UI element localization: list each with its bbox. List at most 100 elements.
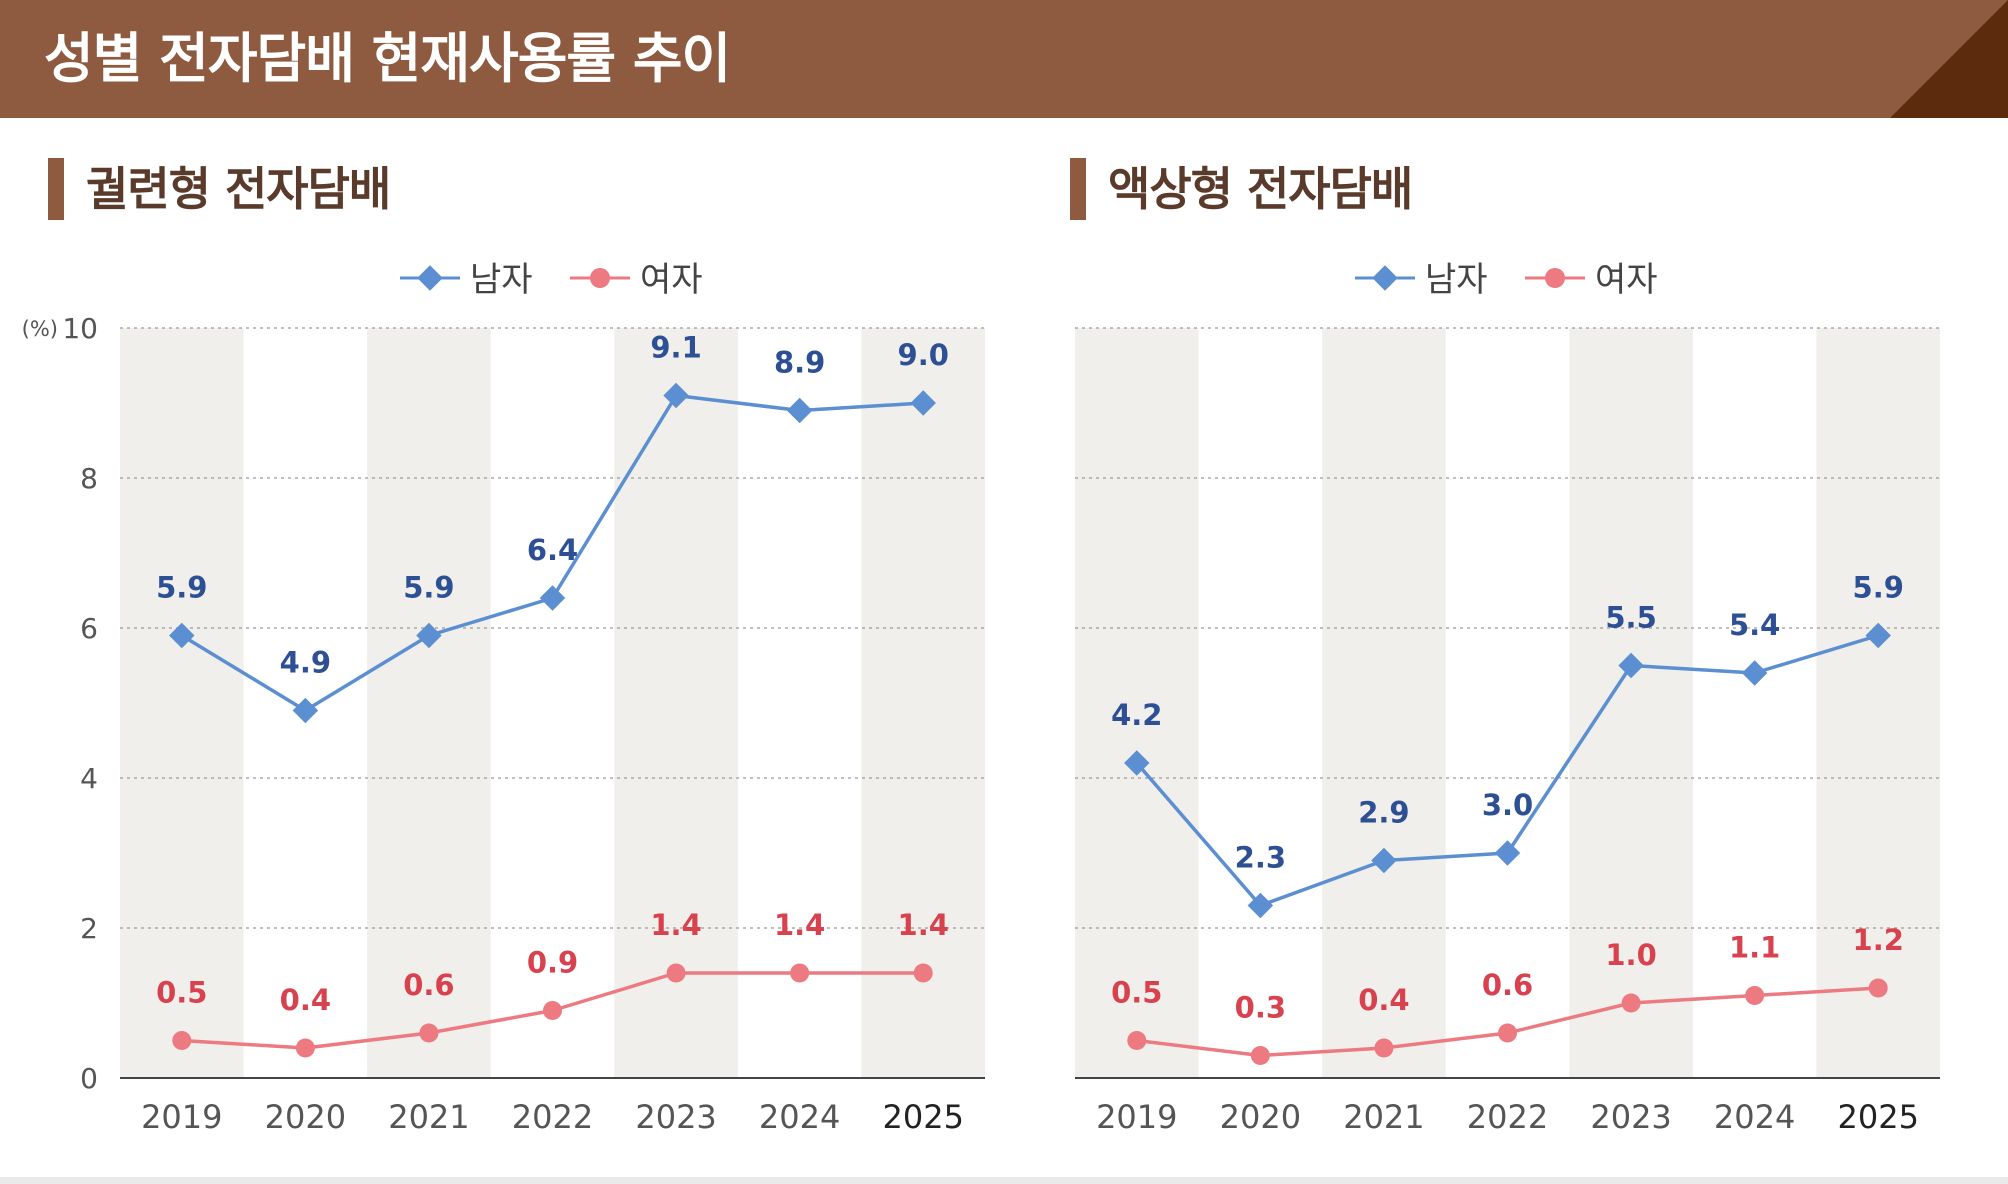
female-data-point xyxy=(1498,1023,1517,1043)
female-data-label: 1.4 xyxy=(774,908,825,942)
female-data-point xyxy=(1127,1031,1147,1050)
male-data-label: 4.9 xyxy=(280,646,331,680)
male-data-point xyxy=(292,697,319,724)
x-tick-label: 2019 xyxy=(141,1098,222,1136)
section-marker-bar xyxy=(48,158,64,220)
x-tick-label: 2024 xyxy=(759,1098,840,1136)
male-data-label: 5.4 xyxy=(1729,608,1780,642)
female-data-label: 1.1 xyxy=(1729,931,1780,965)
male-data-label: 5.9 xyxy=(403,571,454,605)
female-data-label: 0.6 xyxy=(1482,968,1533,1002)
y-tick-label: 2 xyxy=(80,912,98,945)
bottom-divider xyxy=(0,1177,2008,1184)
y-tick-label: 0 xyxy=(80,1062,98,1095)
legend-female-marker xyxy=(590,268,610,288)
female-data-point xyxy=(913,963,933,983)
section-liquid: 액상형 전자담배 xyxy=(1070,158,1413,220)
female-data-label: 0.4 xyxy=(280,983,331,1017)
male-data-label: 5.9 xyxy=(1853,571,1904,605)
male-data-label: 8.9 xyxy=(774,346,825,380)
female-data-label: 0.5 xyxy=(1111,976,1162,1010)
x-tick-label: 2021 xyxy=(1343,1098,1424,1136)
header-corner-decoration xyxy=(1890,0,2008,118)
male-data-label: 2.9 xyxy=(1358,796,1409,830)
header-banner: 성별 전자담배 현재사용률 추이 xyxy=(0,0,2008,118)
x-tick-label: 2020 xyxy=(1220,1098,1301,1136)
x-tick-label: 2023 xyxy=(635,1098,716,1136)
female-data-point xyxy=(172,1031,192,1050)
female-data-label: 1.4 xyxy=(650,908,701,942)
y-axis-unit: (%) xyxy=(22,317,58,341)
legend-male-label: 남자 xyxy=(470,260,533,300)
male-data-label: 2.3 xyxy=(1235,841,1286,875)
column-band xyxy=(120,328,244,1078)
y-tick-label: 6 xyxy=(80,612,98,645)
male-data-point xyxy=(1494,840,1521,866)
column-band xyxy=(1322,328,1446,1078)
x-tick-label: 2019 xyxy=(1096,1098,1177,1136)
x-tick-label: 2023 xyxy=(1590,1098,1671,1136)
x-tick-label: 2021 xyxy=(388,1098,469,1136)
male-data-point xyxy=(663,382,689,409)
female-data-point xyxy=(1868,978,1888,998)
x-tick-label: 2022 xyxy=(512,1098,593,1136)
section-title-heated: 궐련형 전자담배 xyxy=(86,162,391,216)
female-data-label: 1.0 xyxy=(1605,938,1656,972)
male-data-label: 5.5 xyxy=(1605,601,1656,635)
female-data-label: 0.3 xyxy=(1235,991,1286,1025)
x-tick-label: 2025 xyxy=(1837,1098,1918,1136)
female-data-point xyxy=(419,1023,439,1043)
column-band xyxy=(614,328,738,1078)
female-data-label: 1.2 xyxy=(1853,923,1904,957)
section-title-liquid: 액상형 전자담배 xyxy=(1108,162,1413,216)
x-tick-label: 2025 xyxy=(882,1098,963,1136)
male-data-point xyxy=(169,622,195,649)
legend-female-marker xyxy=(1545,268,1565,288)
female-data-label: 0.4 xyxy=(1358,983,1409,1017)
male-data-label: 6.4 xyxy=(527,533,578,567)
page-title: 성별 전자담배 현재사용률 추이 xyxy=(44,27,731,90)
legend-male-label: 남자 xyxy=(1425,260,1488,300)
female-data-point xyxy=(1250,1046,1270,1065)
y-tick-label: 8 xyxy=(80,462,98,495)
female-data-label: 0.6 xyxy=(403,968,454,1002)
y-tick-label: 4 xyxy=(80,762,98,795)
column-band xyxy=(861,328,985,1078)
male-data-label: 9.1 xyxy=(650,331,701,365)
male-data-point xyxy=(539,585,566,611)
y-tick-label: 10 xyxy=(62,312,98,345)
female-data-label: 1.4 xyxy=(898,908,949,942)
legend-female-label: 여자 xyxy=(1595,260,1658,300)
x-tick-label: 2020 xyxy=(265,1098,346,1136)
female-data-label: 0.9 xyxy=(527,946,578,980)
column-band xyxy=(1569,328,1693,1078)
column-band xyxy=(367,328,491,1078)
legend-male-marker xyxy=(417,265,443,291)
column-band xyxy=(1816,328,1940,1078)
female-data-point xyxy=(295,1038,315,1058)
female-data-label: 0.5 xyxy=(156,976,207,1010)
female-data-point xyxy=(666,963,686,983)
male-data-point xyxy=(910,390,936,416)
male-data-label: 3.0 xyxy=(1482,788,1533,822)
female-data-point xyxy=(543,1001,562,1020)
male-data-point xyxy=(1741,660,1768,686)
chart-panel-1: 0 2 4 6 8 10(%) 2019 2020 2021 2022 2023 2024 2025 남자… xyxy=(22,260,985,1136)
female-data-point xyxy=(1745,986,1765,1005)
male-data-label: 9.0 xyxy=(898,338,949,372)
section-heated-tobacco: 궐련형 전자담배 xyxy=(48,158,391,220)
female-data-point xyxy=(790,963,810,983)
male-data-point xyxy=(786,397,813,424)
female-data-point xyxy=(1374,1038,1394,1058)
male-data-label: 4.2 xyxy=(1111,698,1162,732)
legend-male-marker xyxy=(1372,265,1398,291)
male-data-label: 5.9 xyxy=(156,571,207,605)
male-data-point xyxy=(416,622,442,649)
column-band xyxy=(1075,328,1199,1078)
chart-panel-2: 2019 2020 2021 2022 2023 2024 2025 남자 여자 4.2 2.3 2.… xyxy=(1075,260,1940,1136)
x-tick-label: 2022 xyxy=(1467,1098,1548,1136)
x-tick-label: 2024 xyxy=(1714,1098,1795,1136)
legend-female-label: 여자 xyxy=(640,260,703,300)
